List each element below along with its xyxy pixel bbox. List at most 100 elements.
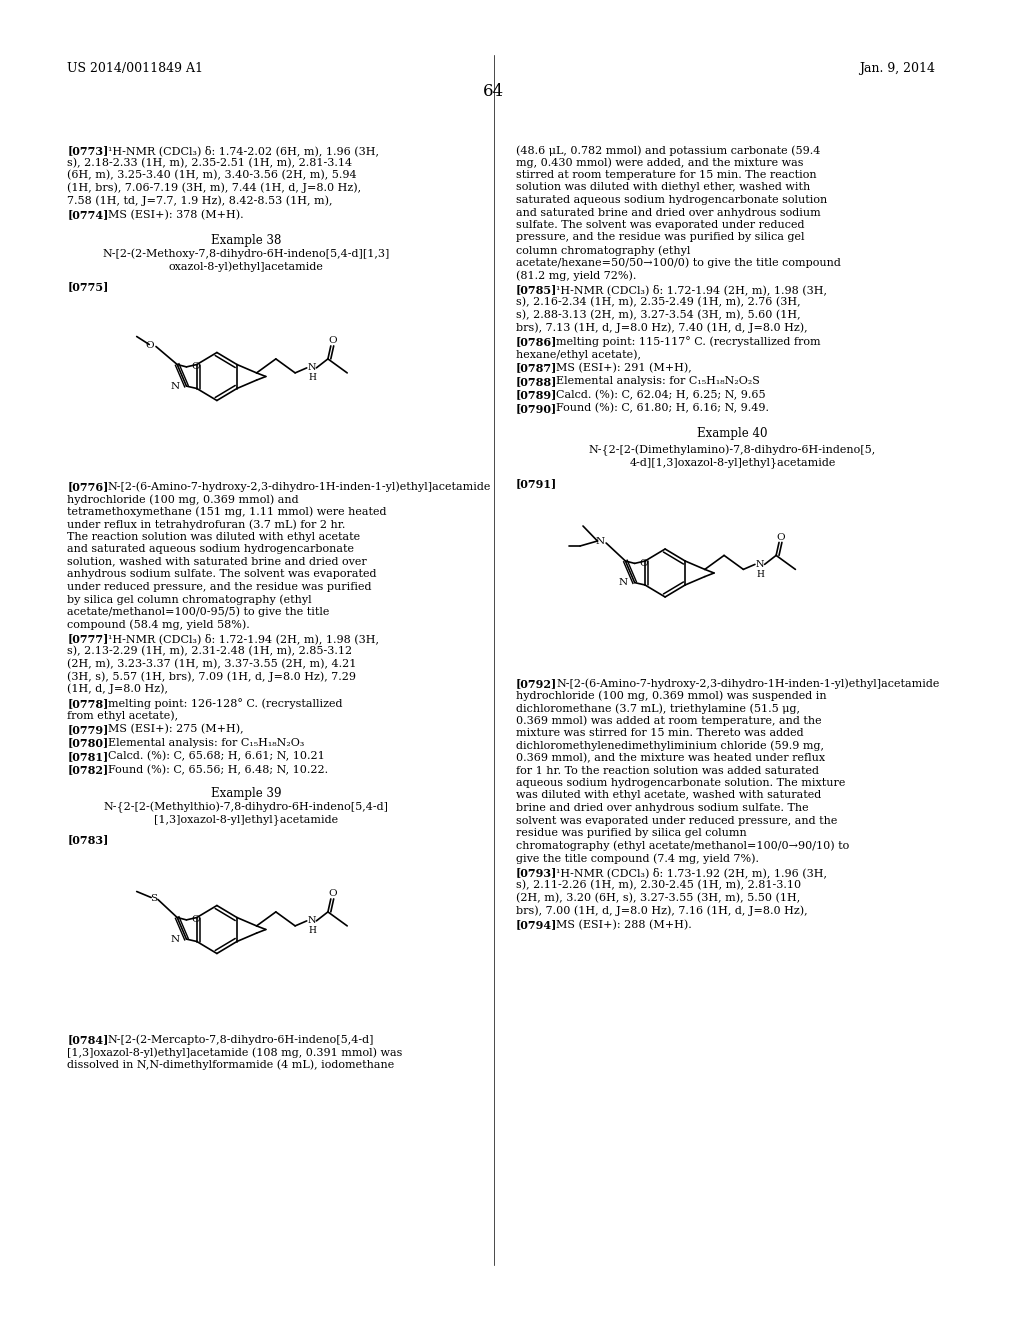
Text: (3H, s), 5.57 (1H, brs), 7.09 (1H, d, J=8.0 Hz), 7.29: (3H, s), 5.57 (1H, brs), 7.09 (1H, d, J=… [68, 671, 356, 681]
Text: residue was purified by silica gel column: residue was purified by silica gel colum… [516, 828, 746, 838]
Text: O: O [329, 337, 337, 346]
Text: [0778]: [0778] [68, 698, 109, 709]
Text: pressure, and the residue was purified by silica gel: pressure, and the residue was purified b… [516, 232, 804, 243]
Text: (48.6 μL, 0.782 mmol) and potassium carbonate (59.4: (48.6 μL, 0.782 mmol) and potassium carb… [516, 145, 820, 156]
Text: N-{2-[2-(Dimethylamino)-7,8-dihydro-6H-indeno[5,: N-{2-[2-(Dimethylamino)-7,8-dihydro-6H-i… [589, 445, 877, 457]
Text: under reduced pressure, and the residue was purified: under reduced pressure, and the residue … [68, 582, 372, 591]
Text: by silica gel column chromatography (ethyl: by silica gel column chromatography (eth… [68, 594, 312, 605]
Text: ¹H-NMR (CDCl₃) δ: 1.73-1.92 (2H, m), 1.96 (3H,: ¹H-NMR (CDCl₃) δ: 1.73-1.92 (2H, m), 1.9… [556, 867, 827, 878]
Text: H: H [757, 570, 765, 579]
Text: brs), 7.00 (1H, d, J=8.0 Hz), 7.16 (1H, d, J=8.0 Hz),: brs), 7.00 (1H, d, J=8.0 Hz), 7.16 (1H, … [516, 906, 807, 916]
Text: dichloromethane (3.7 mL), triethylamine (51.5 μg,: dichloromethane (3.7 mL), triethylamine … [516, 704, 800, 714]
Text: s), 2.13-2.29 (1H, m), 2.31-2.48 (1H, m), 2.85-3.12: s), 2.13-2.29 (1H, m), 2.31-2.48 (1H, m)… [68, 645, 352, 656]
Text: The reaction solution was diluted with ethyl acetate: The reaction solution was diluted with e… [68, 532, 360, 541]
Text: [0783]: [0783] [68, 834, 109, 846]
Text: for 1 hr. To the reaction solution was added saturated: for 1 hr. To the reaction solution was a… [516, 766, 819, 776]
Text: mg, 0.430 mmol) were added, and the mixture was: mg, 0.430 mmol) were added, and the mixt… [516, 157, 803, 168]
Text: [0786]: [0786] [516, 337, 557, 347]
Text: O: O [191, 915, 200, 924]
Text: [0791]: [0791] [516, 478, 557, 488]
Text: s), 2.18-2.33 (1H, m), 2.35-2.51 (1H, m), 2.81-3.14: s), 2.18-2.33 (1H, m), 2.35-2.51 (1H, m)… [68, 157, 352, 168]
Text: 7.58 (1H, td, J=7.7, 1.9 Hz), 8.42-8.53 (1H, m),: 7.58 (1H, td, J=7.7, 1.9 Hz), 8.42-8.53 … [68, 195, 333, 206]
Text: O: O [191, 363, 200, 371]
Text: [0785]: [0785] [516, 285, 557, 296]
Text: MS (ESI+): 378 (M+H).: MS (ESI+): 378 (M+H). [108, 210, 244, 220]
Text: stirred at room temperature for 15 min. The reaction: stirred at room temperature for 15 min. … [516, 170, 816, 180]
Text: [0779]: [0779] [68, 723, 109, 735]
Text: mixture was stirred for 15 min. Thereto was added: mixture was stirred for 15 min. Thereto … [516, 729, 803, 738]
Text: N: N [756, 560, 764, 569]
Text: N: N [595, 537, 604, 546]
Text: (6H, m), 3.25-3.40 (1H, m), 3.40-3.56 (2H, m), 5.94: (6H, m), 3.25-3.40 (1H, m), 3.40-3.56 (2… [68, 170, 357, 181]
Text: N-[2-(6-Amino-7-hydroxy-2,3-dihydro-1H-inden-1-yl)ethyl]acetamide: N-[2-(6-Amino-7-hydroxy-2,3-dihydro-1H-i… [556, 678, 940, 689]
Text: [0789]: [0789] [516, 389, 557, 400]
Text: [1,3]oxazol-8-yl]ethyl}acetamide: [1,3]oxazol-8-yl]ethyl}acetamide [154, 814, 338, 825]
Text: saturated aqueous sodium hydrogencarbonate solution: saturated aqueous sodium hydrogencarbona… [516, 195, 827, 205]
Text: Elemental analysis: for C₁₅H₁₈N₂O₂S: Elemental analysis: for C₁₅H₁₈N₂O₂S [556, 376, 760, 385]
Text: Example 39: Example 39 [211, 787, 281, 800]
Text: ¹H-NMR (CDCl₃) δ: 1.74-2.02 (6H, m), 1.96 (3H,: ¹H-NMR (CDCl₃) δ: 1.74-2.02 (6H, m), 1.9… [108, 145, 379, 156]
Text: hexane/ethyl acetate),: hexane/ethyl acetate), [516, 348, 641, 359]
Text: and saturated aqueous sodium hydrogencarbonate: and saturated aqueous sodium hydrogencar… [68, 544, 354, 554]
Text: [0775]: [0775] [68, 281, 109, 293]
Text: (1H, d, J=8.0 Hz),: (1H, d, J=8.0 Hz), [68, 684, 169, 694]
Text: compound (58.4 mg, yield 58%).: compound (58.4 mg, yield 58%). [68, 619, 250, 630]
Text: (81.2 mg, yield 72%).: (81.2 mg, yield 72%). [516, 271, 636, 281]
Text: solvent was evaporated under reduced pressure, and the: solvent was evaporated under reduced pre… [516, 816, 837, 825]
Text: sulfate. The solvent was evaporated under reduced: sulfate. The solvent was evaporated unde… [516, 220, 804, 230]
Text: s), 2.11-2.26 (1H, m), 2.30-2.45 (1H, m), 2.81-3.10: s), 2.11-2.26 (1H, m), 2.30-2.45 (1H, m)… [516, 880, 801, 891]
Text: aqueous sodium hydrogencarbonate solution. The mixture: aqueous sodium hydrogencarbonate solutio… [516, 777, 845, 788]
Text: N: N [171, 381, 179, 391]
Text: N-{2-[2-(Methylthio)-7,8-dihydro-6H-indeno[5,4-d]: N-{2-[2-(Methylthio)-7,8-dihydro-6H-inde… [103, 801, 388, 813]
Text: acetate/methanol=100/0-95/5) to give the title: acetate/methanol=100/0-95/5) to give the… [68, 606, 330, 616]
Text: Found (%): C, 61.80; H, 6.16; N, 9.49.: Found (%): C, 61.80; H, 6.16; N, 9.49. [556, 403, 769, 413]
Text: [0781]: [0781] [68, 751, 109, 762]
Text: from ethyl acetate),: from ethyl acetate), [68, 710, 178, 721]
Text: column chromatography (ethyl: column chromatography (ethyl [516, 246, 690, 256]
Text: [0780]: [0780] [68, 738, 109, 748]
Text: 64: 64 [483, 83, 504, 100]
Text: tetramethoxymethane (151 mg, 1.11 mmol) were heated: tetramethoxymethane (151 mg, 1.11 mmol) … [68, 507, 387, 517]
Text: Jan. 9, 2014: Jan. 9, 2014 [859, 62, 935, 75]
Text: [0790]: [0790] [516, 403, 557, 414]
Text: oxazol-8-yl)ethyl]acetamide: oxazol-8-yl)ethyl]acetamide [168, 261, 324, 272]
Text: melting point: 126-128° C. (recrystallized: melting point: 126-128° C. (recrystalliz… [108, 698, 342, 709]
Text: US 2014/0011849 A1: US 2014/0011849 A1 [68, 62, 204, 75]
Text: (2H, m), 3.20 (6H, s), 3.27-3.55 (3H, m), 5.50 (1H,: (2H, m), 3.20 (6H, s), 3.27-3.55 (3H, m)… [516, 892, 800, 903]
Text: s), 2.16-2.34 (1H, m), 2.35-2.49 (1H, m), 2.76 (3H,: s), 2.16-2.34 (1H, m), 2.35-2.49 (1H, m)… [516, 297, 801, 308]
Text: H: H [308, 374, 316, 383]
Text: 0.369 mmol), and the mixture was heated under reflux: 0.369 mmol), and the mixture was heated … [516, 752, 824, 763]
Text: hydrochloride (100 mg, 0.369 mmol) was suspended in: hydrochloride (100 mg, 0.369 mmol) was s… [516, 690, 826, 701]
Text: under reflux in tetrahydrofuran (3.7 mL) for 2 hr.: under reflux in tetrahydrofuran (3.7 mL)… [68, 519, 346, 529]
Text: 0.369 mmol) was added at room temperature, and the: 0.369 mmol) was added at room temperatur… [516, 715, 821, 726]
Text: give the title compound (7.4 mg, yield 7%).: give the title compound (7.4 mg, yield 7… [516, 853, 759, 863]
Text: Calcd. (%): C, 62.04; H, 6.25; N, 9.65: Calcd. (%): C, 62.04; H, 6.25; N, 9.65 [556, 389, 766, 400]
Text: [0793]: [0793] [516, 867, 557, 879]
Text: hydrochloride (100 mg, 0.369 mmol) and: hydrochloride (100 mg, 0.369 mmol) and [68, 494, 299, 504]
Text: ¹H-NMR (CDCl₃) δ: 1.72-1.94 (2H, m), 1.98 (3H,: ¹H-NMR (CDCl₃) δ: 1.72-1.94 (2H, m), 1.9… [108, 634, 379, 644]
Text: brs), 7.13 (1H, d, J=8.0 Hz), 7.40 (1H, d, J=8.0 Hz),: brs), 7.13 (1H, d, J=8.0 Hz), 7.40 (1H, … [516, 322, 807, 333]
Text: N: N [307, 916, 315, 925]
Text: MS (ESI+): 288 (M+H).: MS (ESI+): 288 (M+H). [556, 920, 692, 929]
Text: dissolved in N,N-dimethylformamide (4 mL), iodomethane: dissolved in N,N-dimethylformamide (4 mL… [68, 1060, 394, 1071]
Text: 4-d][1,3]oxazol-8-yl]ethyl}acetamide: 4-d][1,3]oxazol-8-yl]ethyl}acetamide [630, 458, 836, 469]
Text: brine and dried over anhydrous sodium sulfate. The: brine and dried over anhydrous sodium su… [516, 803, 808, 813]
Text: solution was diluted with diethyl ether, washed with: solution was diluted with diethyl ether,… [516, 182, 810, 193]
Text: [0787]: [0787] [516, 363, 557, 374]
Text: H: H [308, 927, 316, 936]
Text: (2H, m), 3.23-3.37 (1H, m), 3.37-3.55 (2H, m), 4.21: (2H, m), 3.23-3.37 (1H, m), 3.37-3.55 (2… [68, 659, 356, 669]
Text: [0777]: [0777] [68, 634, 109, 644]
Text: N-[2-(2-Mercapto-7,8-dihydro-6H-indeno[5,4-d]: N-[2-(2-Mercapto-7,8-dihydro-6H-indeno[5… [108, 1035, 375, 1045]
Text: N-[2-(2-Methoxy-7,8-dihydro-6H-indeno[5,4-d][1,3]: N-[2-(2-Methoxy-7,8-dihydro-6H-indeno[5,… [102, 248, 389, 259]
Text: [1,3]oxazol-8-yl)ethyl]acetamide (108 mg, 0.391 mmol) was: [1,3]oxazol-8-yl)ethyl]acetamide (108 mg… [68, 1047, 402, 1057]
Text: [0776]: [0776] [68, 482, 109, 492]
Text: was diluted with ethyl acetate, washed with saturated: was diluted with ethyl acetate, washed w… [516, 791, 821, 800]
Text: ¹H-NMR (CDCl₃) δ: 1.72-1.94 (2H, m), 1.98 (3H,: ¹H-NMR (CDCl₃) δ: 1.72-1.94 (2H, m), 1.9… [556, 285, 827, 296]
Text: MS (ESI+): 275 (M+H),: MS (ESI+): 275 (M+H), [108, 723, 244, 734]
Text: [0792]: [0792] [516, 678, 557, 689]
Text: [0774]: [0774] [68, 210, 109, 220]
Text: [0784]: [0784] [68, 1035, 109, 1045]
Text: Calcd. (%): C, 65.68; H, 6.61; N, 10.21: Calcd. (%): C, 65.68; H, 6.61; N, 10.21 [108, 751, 325, 762]
Text: O: O [776, 533, 785, 543]
Text: Elemental analysis: for C₁₅H₁₈N₂O₃: Elemental analysis: for C₁₅H₁₈N₂O₃ [108, 738, 304, 747]
